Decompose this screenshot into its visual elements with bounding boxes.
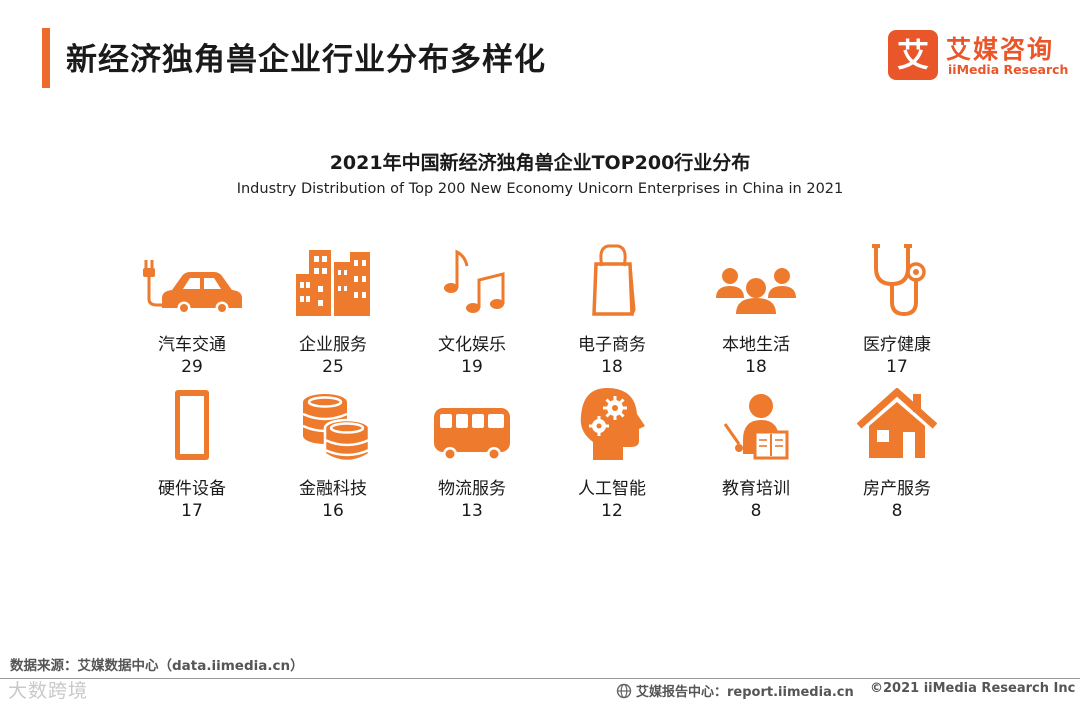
brand-logo[interactable]: 艾 艾媒咨询 iiMedia Research bbox=[888, 30, 1068, 82]
title-accent-bar bbox=[42, 28, 50, 88]
buildings-icon bbox=[296, 250, 370, 316]
house-icon bbox=[857, 388, 937, 458]
industry-item: 企业服务 25 bbox=[263, 242, 403, 378]
phone-icon bbox=[175, 390, 209, 460]
shopping-bag-icon bbox=[592, 244, 636, 316]
industry-category-label: 金融科技 bbox=[299, 479, 367, 499]
industry-item: 金融科技 16 bbox=[263, 386, 403, 522]
industry-count-label: 16 bbox=[322, 501, 344, 521]
industry-count-label: 12 bbox=[601, 501, 623, 521]
coins-icon bbox=[302, 394, 371, 462]
industry-count-label: 25 bbox=[322, 357, 344, 377]
industry-item: 本地生活 18 bbox=[686, 242, 826, 378]
stethoscope-icon bbox=[872, 244, 926, 317]
industry-item: 房产服务 8 bbox=[827, 386, 967, 522]
industry-category-label: 硬件设备 bbox=[158, 479, 226, 499]
car-charging-icon bbox=[143, 260, 242, 315]
industry-count-label: 18 bbox=[745, 357, 767, 377]
music-notes-icon bbox=[444, 249, 505, 313]
industry-count-label: 8 bbox=[891, 501, 903, 521]
industry-category-label: 文化娱乐 bbox=[438, 335, 506, 355]
industry-category-label: 人工智能 bbox=[578, 479, 646, 499]
brand-name-en: iiMedia Research bbox=[948, 62, 1069, 77]
people-group-icon bbox=[716, 268, 796, 314]
copyright: ©2021 iiMedia Research Inc bbox=[870, 681, 1076, 696]
industry-category-label: 教育培训 bbox=[722, 479, 790, 499]
brain-gears-icon bbox=[580, 388, 645, 460]
watermark: 大数跨境 bbox=[8, 680, 89, 702]
industry-category-label: 房产服务 bbox=[863, 479, 931, 499]
industry-count-label: 18 bbox=[601, 357, 623, 377]
page-title: 新经济独角兽企业行业分布多样化 bbox=[66, 42, 546, 78]
brand-badge-icon: 艾 bbox=[888, 30, 938, 80]
industry-item: 医疗健康 17 bbox=[827, 242, 967, 378]
report-center-text: 艾媒报告中心：report.iimedia.cn bbox=[636, 685, 854, 700]
industry-item: 人工智能 12 bbox=[542, 386, 682, 522]
industry-count-label: 17 bbox=[886, 357, 908, 377]
industry-item: 教育培训 8 bbox=[686, 386, 826, 522]
chart-title: 2021年中国新经济独角兽企业TOP200行业分布 bbox=[329, 152, 751, 174]
industry-item: 汽车交通 29 bbox=[122, 242, 262, 378]
industry-category-label: 本地生活 bbox=[722, 335, 790, 355]
footer-divider bbox=[0, 678, 1080, 679]
data-source: 数据来源：艾媒数据中心（data.iimedia.cn） bbox=[10, 658, 304, 674]
industry-count-label: 17 bbox=[181, 501, 203, 521]
industry-category-label: 医疗健康 bbox=[863, 335, 931, 355]
teacher-icon bbox=[723, 394, 789, 460]
chart-subtitle: Industry Distribution of Top 200 New Eco… bbox=[236, 181, 844, 197]
industry-category-label: 汽车交通 bbox=[158, 335, 226, 355]
industry-item: 硬件设备 17 bbox=[122, 386, 262, 522]
industry-item: 文化娱乐 19 bbox=[402, 242, 542, 378]
industry-item: 物流服务 13 bbox=[402, 386, 542, 522]
globe-icon bbox=[616, 683, 632, 698]
industry-count-label: 13 bbox=[461, 501, 483, 521]
industry-item: 电子商务 18 bbox=[542, 242, 682, 378]
brand-name-cn: 艾媒咨询 bbox=[946, 35, 1055, 64]
industry-category-label: 企业服务 bbox=[299, 335, 367, 355]
industry-count-label: 8 bbox=[750, 501, 762, 521]
industry-category-label: 物流服务 bbox=[438, 479, 506, 499]
industry-category-label: 电子商务 bbox=[578, 335, 646, 355]
report-center[interactable]: 艾媒报告中心：report.iimedia.cn bbox=[616, 681, 854, 700]
industry-count-label: 29 bbox=[181, 357, 203, 377]
industry-count-label: 19 bbox=[461, 357, 483, 377]
bus-icon bbox=[434, 408, 510, 461]
